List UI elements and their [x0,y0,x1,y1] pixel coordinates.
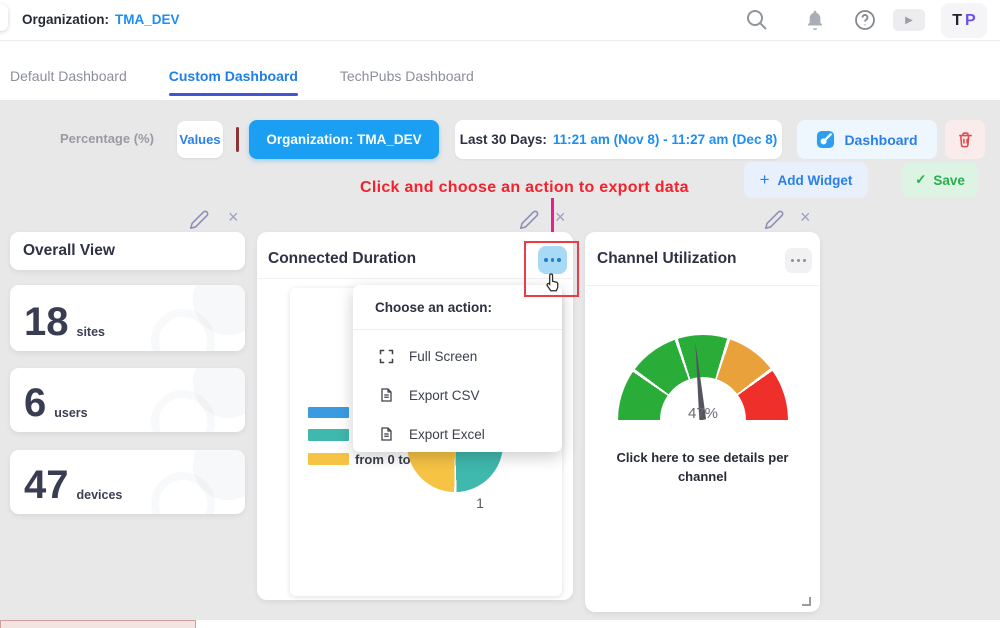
menu-item-label: Export Excel [409,426,485,442]
stat-card-devices: 47 devices [10,450,245,514]
dropdown-divider [353,329,562,330]
edit-pencil-icon[interactable] [764,209,785,230]
stat-label: users [54,406,88,420]
hand-cursor-icon [544,272,563,300]
menu-item-full-screen[interactable]: Full Screen [353,340,562,372]
values-toggle[interactable]: Values [177,121,223,158]
file-icon [381,388,392,402]
actions-dropdown-menu [353,285,562,452]
legend-label: from 0 to [355,452,411,467]
channel-utilization-widget [585,232,820,612]
date-range-label: Last 30 Days: [459,132,547,147]
legend-swatch-teal [308,429,349,441]
notifications-bell-icon[interactable] [803,8,827,32]
menu-item-export-csv[interactable]: Export CSV [353,379,562,411]
close-icon[interactable]: × [800,207,811,227]
date-range-value: 11:21 am (Nov 8) - 11:27 am (Dec 8) [552,132,778,147]
bottom-partial-panel [0,620,196,628]
legend-swatch-blue [308,407,349,418]
channel-details-link[interactable]: Click here to see details per channel [616,450,789,484]
top-header: Organization: TMA_DEV ▶ T P [0,0,1000,41]
overall-view-widget-title: Overall View [10,232,245,270]
organization-value[interactable]: TMA_DEV [115,12,180,27]
avatar-initial-p: P [965,11,976,29]
delete-dashboard-button[interactable] [945,120,985,159]
stat-value: 18 [24,300,69,344]
stat-card-sites: 18 sites [10,285,245,351]
user-avatar[interactable]: T P [941,3,987,38]
widget-header-divider [258,278,572,279]
close-icon[interactable]: × [228,207,239,227]
organization-filter-button[interactable]: Organization: TMA_DEV [249,120,439,159]
dashboard-tabbar: Default Dashboard Custom Dashboard TechP… [0,41,1000,138]
stat-value: 47 [24,463,69,507]
pie-slice-label: 1 [476,495,484,511]
stat-label: sites [76,325,106,339]
stat-label: devices [76,488,123,502]
organization-label: Organization: TMA_DEV [22,12,180,27]
search-icon[interactable] [745,8,769,32]
stat-card-users: 6 users [10,368,245,432]
organization-text: Organization: [22,12,109,27]
dashboard-edit-button[interactable]: Dashboard [797,120,937,159]
file-icon [381,427,392,441]
dashboard-pen-icon [817,130,835,149]
add-widget-button[interactable]: + Add Widget [744,162,868,198]
trash-icon [958,132,972,148]
menu-item-label: Export CSV [409,387,480,403]
stat-value: 6 [24,381,47,425]
more-actions-button[interactable] [538,246,567,274]
annotation-arrow [551,198,554,235]
page-bottom-strip [0,620,1000,628]
dashboard-button-label: Dashboard [844,131,918,148]
date-range-button[interactable]: Last 30 Days: 11:21 am (Nov 8) - 11:27 a… [455,120,782,159]
percentage-toggle[interactable]: Percentage (%) [60,131,154,146]
dashboard-tabs: Default Dashboard Custom Dashboard TechP… [10,68,474,96]
dropdown-title: Choose an action: [375,300,493,315]
widget-title: Connected Duration [268,250,417,267]
annotation-text: Click and choose an action to export dat… [360,179,689,196]
toolbar-divider [236,127,239,152]
tab-techpubs-dashboard[interactable]: TechPubs Dashboard [339,68,474,84]
widget-title: Overall View [23,242,115,259]
avatar-initial-t: T [952,11,963,29]
more-icon [791,259,794,262]
more-actions-button[interactable] [785,248,812,273]
help-icon[interactable] [853,8,877,32]
menu-item-label: Full Screen [409,348,478,364]
edit-pencil-icon[interactable] [189,209,210,230]
menu-item-export-excel[interactable]: Export Excel [353,418,562,450]
gauge-value: 47% [687,405,719,422]
more-icon [544,258,548,262]
widget-header-divider [586,285,819,286]
save-label: Save [933,172,965,188]
fullscreen-icon [379,349,394,363]
plus-icon: + [759,170,770,189]
tab-default-dashboard[interactable]: Default Dashboard [10,68,127,84]
annotation-highlight-rect [524,241,579,297]
sidebar-toggle-stub[interactable] [0,4,8,31]
close-icon[interactable]: × [555,207,566,227]
legend-swatch-yellow [308,453,349,465]
video-tutorial-icon[interactable]: ▶ [893,9,925,31]
save-button[interactable]: ✓ Save [902,162,978,198]
widget-title: Channel Utilization [597,250,737,267]
check-icon: ✓ [915,172,927,187]
edit-pencil-icon[interactable] [519,209,540,230]
tab-custom-dashboard[interactable]: Custom Dashboard [168,68,299,96]
widget-resize-handle[interactable] [802,597,811,606]
add-widget-label: Add Widget [777,172,853,188]
